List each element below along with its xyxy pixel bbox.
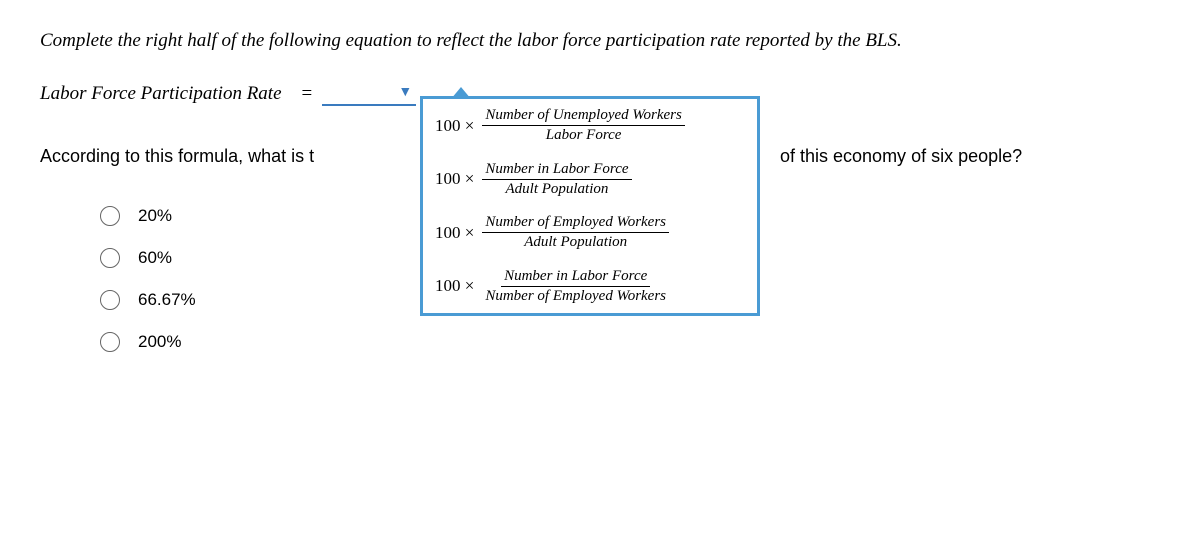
question-left-fragment: According to this formula, what is t	[40, 146, 314, 167]
option-fraction: Number in Labor Force Number of Employed…	[482, 268, 669, 306]
radio-icon	[100, 248, 120, 268]
chevron-down-icon: ▼	[398, 85, 412, 101]
question-right-fragment: of this economy of six people?	[780, 146, 1022, 167]
option-multiplier: 100 ×	[435, 116, 474, 136]
dropdown-option-3[interactable]: 100 × Number in Labor Force Number of Em…	[423, 260, 757, 314]
equation-dropdown-field[interactable]: ▼	[322, 82, 416, 106]
option-fraction: Number of Unemployed Workers Labor Force	[482, 107, 685, 145]
fraction-numerator: Number in Labor Force	[482, 161, 631, 180]
fraction-denominator: Number of Employed Workers	[482, 287, 669, 305]
option-fraction: Number in Labor Force Adult Population	[482, 161, 631, 199]
fraction-denominator: Labor Force	[543, 126, 625, 144]
answer-option-3[interactable]: 200%	[100, 332, 1160, 352]
answer-label: 20%	[138, 206, 172, 226]
fraction-denominator: Adult Population	[521, 233, 630, 251]
equals-sign: =	[302, 83, 313, 105]
dropdown-option-2[interactable]: 100 × Number of Employed Workers Adult P…	[423, 206, 757, 260]
fraction-numerator: Number of Employed Workers	[482, 214, 669, 233]
answer-label: 200%	[138, 332, 181, 352]
fraction-numerator: Number in Labor Force	[501, 268, 650, 287]
dropdown-menu[interactable]: 100 × Number of Unemployed Workers Labor…	[420, 96, 760, 316]
answer-label: 66.67%	[138, 290, 196, 310]
instruction-text: Complete the right half of the following…	[40, 30, 1160, 52]
option-multiplier: 100 ×	[435, 223, 474, 243]
dropdown-option-1[interactable]: 100 × Number in Labor Force Adult Popula…	[423, 153, 757, 207]
equation-lhs: Labor Force Participation Rate	[40, 83, 282, 105]
radio-icon	[100, 206, 120, 226]
dropdown-option-0[interactable]: 100 × Number of Unemployed Workers Labor…	[423, 99, 757, 153]
question-row: According to this formula, what is t 100…	[40, 146, 1160, 176]
option-fraction: Number of Employed Workers Adult Populat…	[482, 214, 669, 252]
radio-icon	[100, 332, 120, 352]
option-multiplier: 100 ×	[435, 276, 474, 296]
fraction-numerator: Number of Unemployed Workers	[482, 107, 685, 126]
dropdown-pointer-icon	[451, 87, 471, 99]
fraction-denominator: Adult Population	[502, 180, 611, 198]
option-multiplier: 100 ×	[435, 169, 474, 189]
answer-label: 60%	[138, 248, 172, 268]
radio-icon	[100, 290, 120, 310]
